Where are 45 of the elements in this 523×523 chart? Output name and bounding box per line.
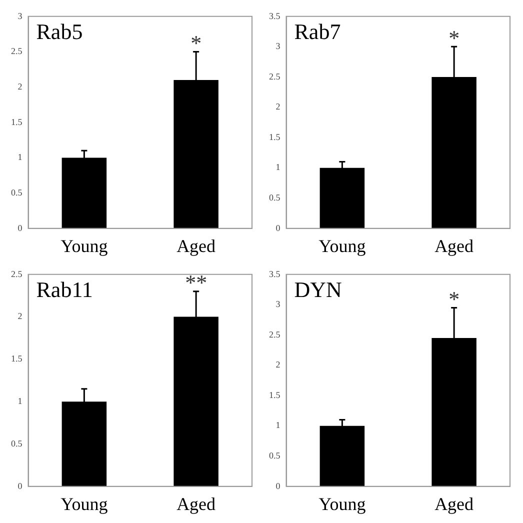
- y-tick-label: 1.5: [11, 354, 23, 364]
- y-tick-label: 2: [276, 360, 280, 370]
- x-tick-label: Young: [60, 236, 108, 256]
- chart-title: Rab5: [36, 19, 83, 44]
- y-tick-label: 0.5: [11, 438, 23, 448]
- y-tick-label: 2: [18, 81, 22, 92]
- x-tick-label: Aged: [434, 494, 474, 514]
- y-tick-label: 2.5: [11, 46, 23, 56]
- annotation: *: [190, 30, 202, 56]
- y-tick-label: 3: [18, 10, 23, 21]
- chart-title: DYN: [294, 277, 342, 302]
- y-tick-label: 1: [276, 162, 280, 172]
- y-tick-label: 3.5: [269, 268, 281, 279]
- chart-title: Rab11: [36, 277, 93, 302]
- x-tick-label: Young: [318, 494, 366, 514]
- y-tick-label: 3: [276, 41, 281, 52]
- y-tick-label: 0.5: [269, 450, 281, 460]
- annotation: *: [448, 286, 460, 312]
- x-tick-label: Aged: [176, 494, 216, 514]
- y-tick-label: 0.5: [11, 187, 23, 198]
- y-tick-label: 0.5: [269, 192, 281, 202]
- y-tick-label: 2: [276, 102, 280, 112]
- y-tick-label: 1.5: [269, 390, 281, 400]
- y-tick-label: 1.5: [269, 132, 281, 142]
- y-tick-label: 0: [276, 222, 281, 233]
- x-tick-label: Aged: [176, 236, 216, 256]
- y-tick-label: 0: [276, 480, 281, 491]
- y-tick-label: 3.5: [269, 10, 281, 21]
- chart-title: Rab7: [294, 19, 341, 44]
- y-tick-label: 1: [276, 420, 280, 430]
- y-tick-label: 0: [18, 480, 23, 491]
- y-tick-label: 0: [18, 222, 23, 233]
- y-tick-label: 3: [276, 299, 281, 310]
- y-tick-label: 1: [18, 152, 22, 162]
- y-tick-label: 2.5: [269, 71, 281, 82]
- y-tick-label: 2.5: [269, 329, 281, 340]
- x-tick-label: Young: [60, 494, 108, 514]
- annotation: *: [448, 25, 460, 50]
- y-tick-label: 1: [18, 396, 22, 406]
- x-tick-label: Young: [318, 236, 366, 256]
- y-tick-label: 2: [18, 311, 22, 322]
- y-tick-label: 2.5: [11, 268, 23, 279]
- y-tick-label: 1.5: [11, 116, 23, 127]
- annotation: **: [185, 270, 208, 296]
- x-tick-label: Aged: [434, 236, 474, 256]
